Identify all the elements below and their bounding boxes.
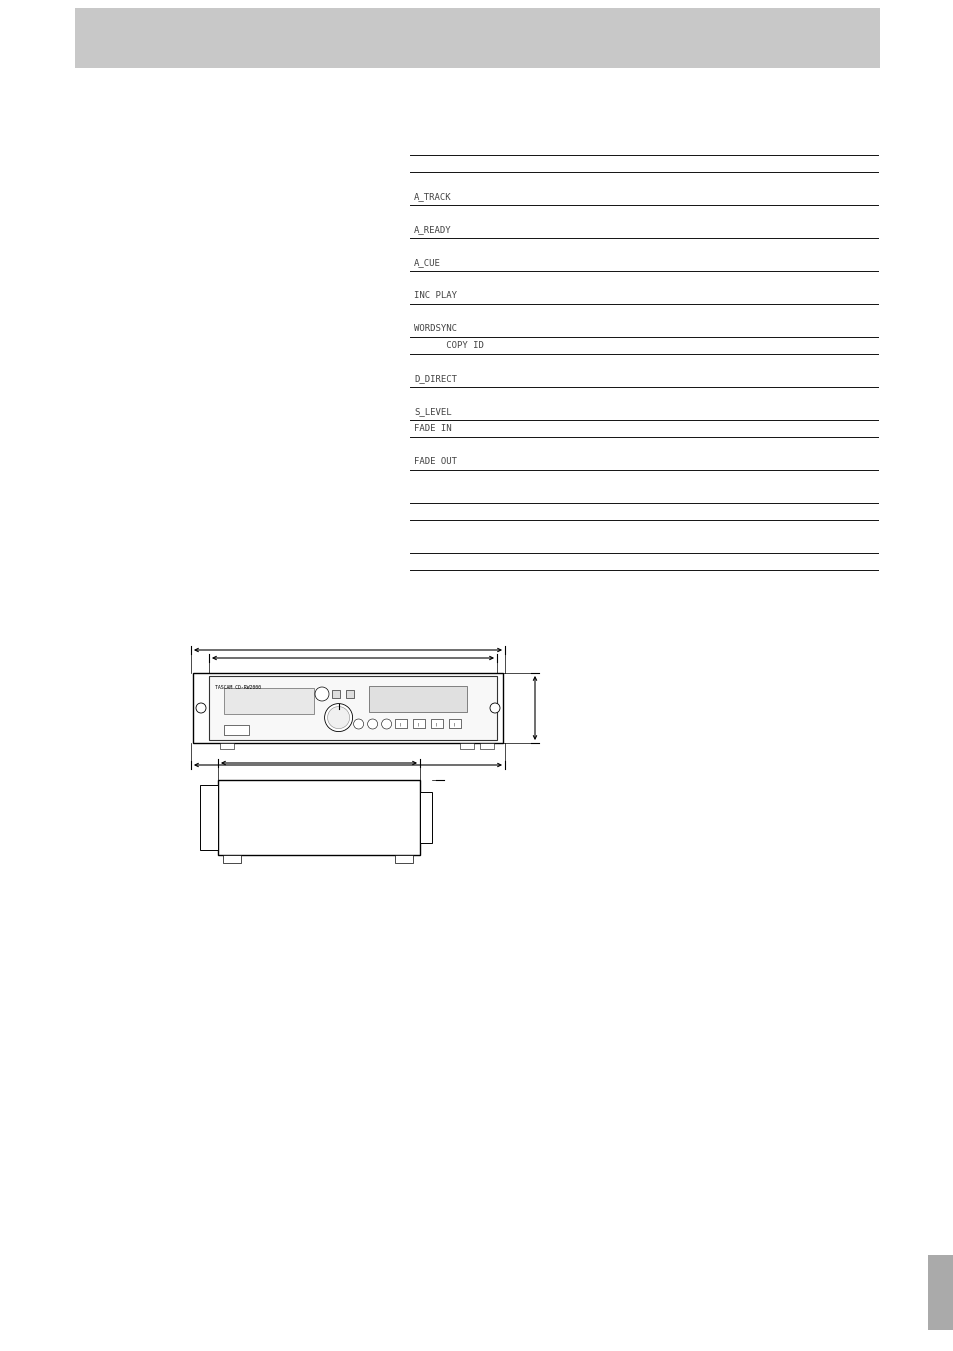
Circle shape [490,703,499,713]
Text: A_READY: A_READY [414,226,451,234]
Bar [224,688,314,713]
Text: S_LEVEL: S_LEVEL [414,407,451,416]
Text: FADE OUT: FADE OUT [414,457,456,466]
Bar [209,676,497,740]
Text: TASCAM CD-RW2000: TASCAM CD-RW2000 [214,685,261,690]
Bar [395,719,406,728]
Circle shape [324,704,353,732]
Bar [224,725,249,735]
Text: WORDSYNC: WORDSYNC [414,324,456,332]
Bar [220,743,233,748]
Circle shape [314,688,329,701]
Circle shape [367,719,377,730]
Bar [218,780,419,855]
Bar [223,855,241,863]
Text: A_CUE: A_CUE [414,258,440,267]
Bar [412,719,424,728]
Bar [419,792,432,843]
Bar [75,8,879,68]
Text: FADE IN: FADE IN [414,424,451,434]
Bar [395,855,413,863]
Circle shape [195,703,206,713]
Bar [346,690,354,698]
Text: |: | [399,721,401,725]
Text: INC PLAY: INC PLAY [414,290,456,300]
Bar [448,719,460,728]
Bar [332,690,339,698]
Text: |: | [417,721,419,725]
Bar [459,743,474,748]
Text: D_DIRECT: D_DIRECT [414,374,456,382]
Bar [479,743,494,748]
Text: |: | [454,721,455,725]
Text: A_TRACK: A_TRACK [414,192,451,201]
Text: COPY ID: COPY ID [414,340,483,350]
Circle shape [354,719,363,730]
Bar [200,785,218,850]
Bar [369,686,467,712]
Bar [927,1255,953,1329]
Circle shape [327,707,349,728]
Circle shape [381,719,391,730]
Bar [193,673,502,743]
Bar [430,719,442,728]
